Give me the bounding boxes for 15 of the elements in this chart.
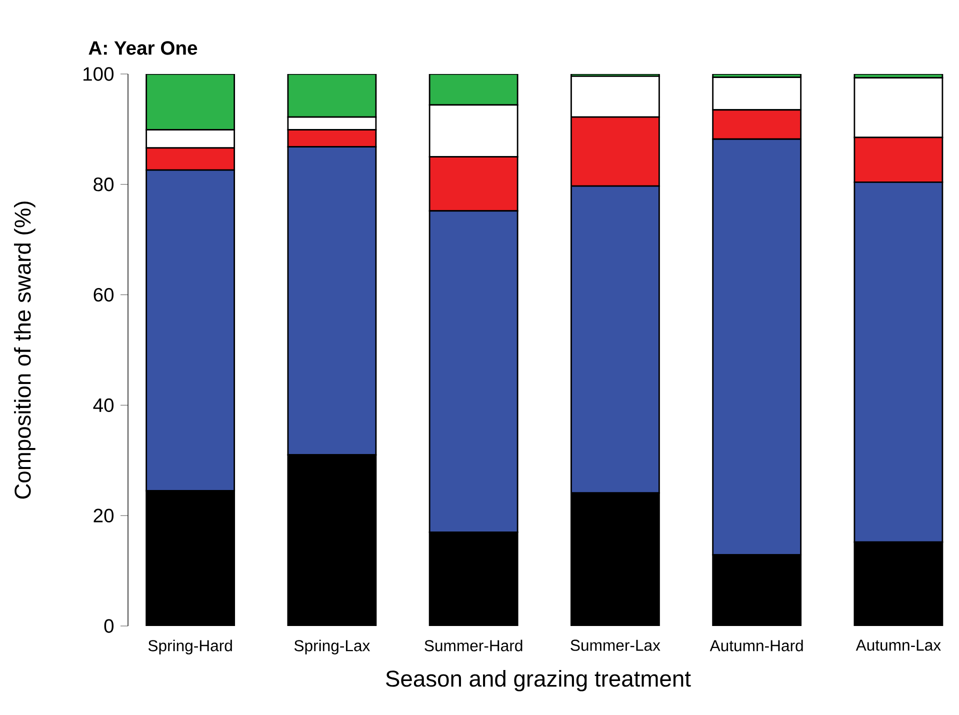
y-tick-label: 60 <box>94 288 114 302</box>
y-axis-title: Composition of the sward (%) <box>14 202 36 499</box>
x-tick-label: Summer-Hard <box>424 640 522 652</box>
y-tick-label: 40 <box>93 398 114 412</box>
x-tick-label: Spring-Lax <box>294 640 370 654</box>
y-tick-label: 100 <box>84 67 114 81</box>
y-tick-label: 80 <box>94 178 114 192</box>
x-axis-title: Season and grazing treatment <box>386 670 691 692</box>
chart-title: A: Year One <box>88 41 198 55</box>
y-tick-label: 0 <box>104 619 114 633</box>
x-tick-label: Summer-Lax <box>570 640 660 651</box>
x-tick-label: Autumn-Lax <box>856 640 941 651</box>
x-tick-label: Spring-Hard <box>148 640 232 654</box>
x-tick-label: Autumn-Hard <box>710 640 803 652</box>
y-tick-label: 20 <box>94 508 114 522</box>
